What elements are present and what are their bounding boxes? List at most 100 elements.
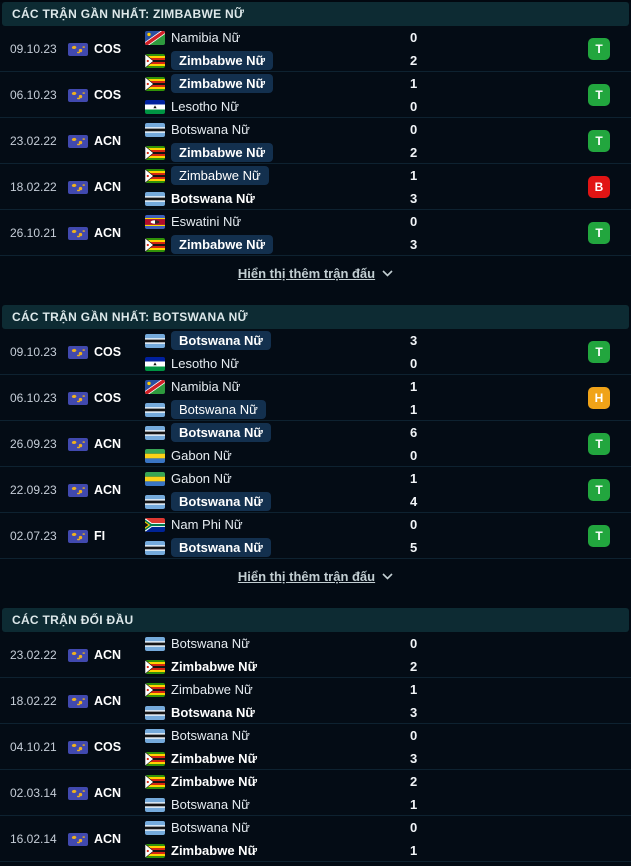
competition: COS [68,88,145,102]
competition: ACN [68,134,145,148]
teams-column: Nam Phi Nữ Botswana Nữ [145,513,410,559]
competition-label: COS [94,391,122,405]
show-more-button[interactable]: Hiển thị thêm trận đấu [238,569,393,584]
result-badge: T [588,525,610,547]
result-cell: T [588,479,631,501]
zimbabwe-flag-icon [145,145,165,160]
show-more-button[interactable]: Hiển thị thêm trận đấu [238,266,393,281]
team-score: 0 [410,30,418,45]
team-line: Zimbabwe Nữ [145,233,410,256]
result-badge: T [588,38,610,60]
chevron-down-icon [382,270,393,277]
team-line: Botswana Nữ [145,701,410,724]
result-cell: B [588,176,631,198]
scores-column: 6 0 [410,421,588,467]
team-line: Botswana Nữ [145,421,410,444]
competition: ACN [68,648,145,662]
team-score: 2 [410,53,418,68]
competition: ACN [68,437,145,451]
match-row: 18.02.22 ACN Zimbabwe Nữ Botswana Nữ 1 3… [0,164,631,210]
team-name: Zimbabwe Nữ [171,74,273,93]
team-name: Zimbabwe Nữ [171,774,257,789]
team-name: Zimbabwe Nữ [171,143,273,162]
team-score: 1 [410,797,418,812]
botswana-flag-icon [145,820,165,835]
team-score: 5 [410,540,418,555]
competition-label: ACN [94,694,122,708]
match-section: CÁC TRẬN GẦN NHẤT: ZIMBABWE NỮ 09.10.23 … [0,2,631,303]
teams-column: Botswana Nữ Lesotho Nữ [145,329,410,375]
section-title: CÁC TRẬN GẦN NHẤT: BOTSWANA NỮ [12,310,248,324]
match-row: 26.09.23 ACN Botswana Nữ Gabon Nữ 6 0 T [0,421,631,467]
teams-column: Botswana Nữ Zimbabwe Nữ [145,724,410,770]
match-row: 18.02.22 ACN Zimbabwe Nữ Botswana Nữ 1 3 [0,678,631,724]
team-score: 1 [410,843,418,858]
competition-icon [68,437,88,451]
team-name: Botswana Nữ [171,820,250,835]
team-line: Namibia Nữ [145,375,410,398]
scores-column: 1 3 [410,678,588,724]
scores-column: 0 2 [410,118,588,164]
match-row: 23.02.22 ACN Botswana Nữ Zimbabwe Nữ 0 2 [0,632,631,678]
match-list: 23.02.22 ACN Botswana Nữ Zimbabwe Nữ 0 2 [0,632,631,862]
match-date: 09.10.23 [10,345,57,359]
match-date: 02.07.23 [10,529,57,543]
team-score: 1 [410,76,418,91]
match-date: 22.09.23 [10,483,57,497]
scores-column: 0 3 [410,210,588,256]
team-name: Botswana Nữ [171,636,250,651]
competition: FI [68,529,145,543]
botswana-flag-icon [145,494,165,509]
match-date: 06.10.23 [10,88,57,102]
botswana-flag-icon [145,797,165,812]
result-cell: H [588,387,631,409]
match-list: 09.10.23 COS Botswana Nữ Lesotho Nữ 3 0 … [0,329,631,559]
competition: COS [68,391,145,405]
competition: ACN [68,832,145,846]
team-score: 0 [410,448,418,463]
team-line: Zimbabwe Nữ [145,747,410,770]
match-date: 09.10.23 [10,42,57,56]
zimbabwe-flag-icon [145,53,165,68]
namibia-flag-icon [145,30,165,45]
competition: ACN [68,226,145,240]
competition-label: ACN [94,134,122,148]
team-line: Lesotho Nữ [145,352,410,375]
team-name: Zimbabwe Nữ [171,659,257,674]
team-name: Botswana Nữ [171,797,250,812]
botswana-flag-icon [145,191,165,206]
team-line: Nam Phi Nữ [145,513,410,536]
competition-label: ACN [94,437,122,451]
botswana-flag-icon [145,333,165,348]
team-line: Botswana Nữ [145,329,410,352]
competition-icon [68,345,88,359]
team-score: 0 [410,99,418,114]
botswana-flag-icon [145,425,165,440]
chevron-down-icon [382,573,393,580]
team-name: Eswatini Nữ [171,214,242,229]
scores-column: 0 2 [410,26,588,72]
lesotho-flag-icon [145,356,165,371]
team-score: 1 [410,682,418,697]
team-name: Gabon Nữ [171,448,232,463]
team-line: Botswana Nữ [145,724,410,747]
team-line: Botswana Nữ [145,536,410,559]
competition-icon [68,694,88,708]
team-score: 0 [410,122,418,137]
team-score: 0 [410,728,418,743]
show-more-label: Hiển thị thêm trận đấu [237,266,376,281]
teams-column: Eswatini Nữ Zimbabwe Nữ [145,210,410,256]
competition-icon [68,740,88,754]
namibia-flag-icon [145,379,165,394]
competition: COS [68,740,145,754]
match-row: 26.10.21 ACN Eswatini Nữ Zimbabwe Nữ 0 3… [0,210,631,256]
team-score: 0 [410,636,418,651]
team-name: Namibia Nữ [171,30,241,45]
team-score: 0 [410,214,418,229]
lesotho-flag-icon [145,99,165,114]
result-cell: T [588,38,631,60]
match-row: 09.10.23 COS Namibia Nữ Zimbabwe Nữ 0 2 … [0,26,631,72]
teams-column: Botswana Nữ Zimbabwe Nữ [145,632,410,678]
south-africa-flag-icon [145,517,165,532]
